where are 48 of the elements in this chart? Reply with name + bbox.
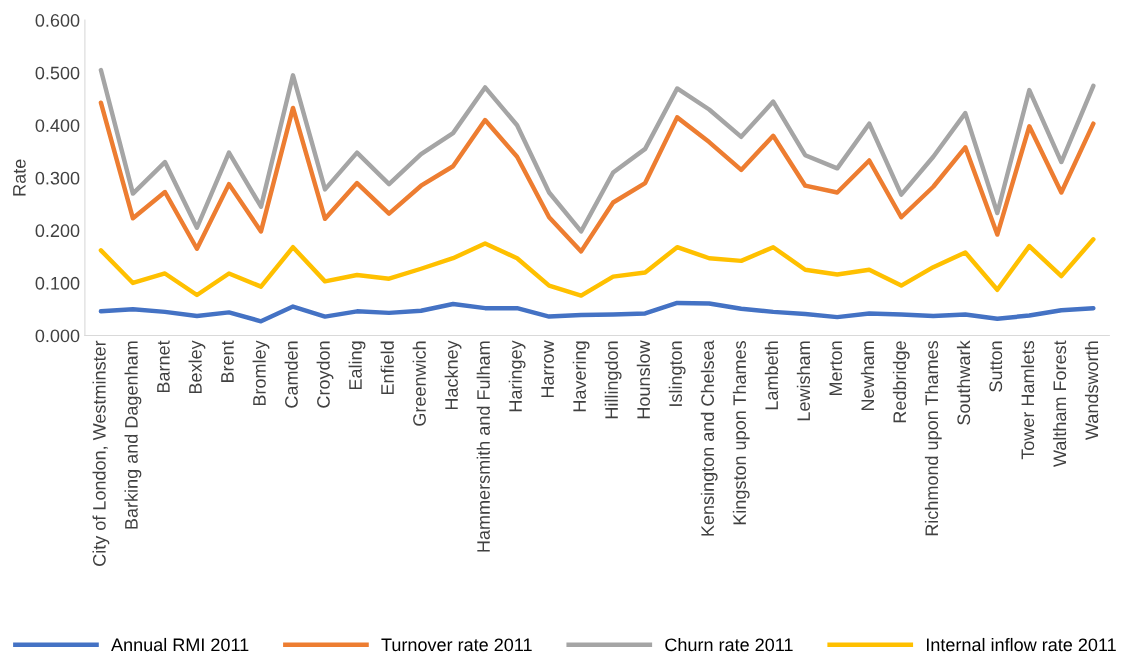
x-tick-label: Camden [284,341,298,408]
x-tick-label: Hounslow [636,340,650,419]
x-tick-label: Bexley [188,340,206,394]
x-tick-label: Ealing [348,341,366,390]
x-tick-label: Haringey [508,340,526,412]
legend-label: Internal inflow rate 2011 [926,637,1116,652]
x-tick-label: Lewisham [796,341,811,421]
y-tick-label: 0.100 [35,276,80,290]
x-tick-label: Redbridge [892,341,910,423]
x-tick-label: City of London, Westminster [92,340,110,566]
line-series [98,67,1096,234]
legend-label: Turnover rate 2011 [381,638,532,652]
x-tick-label: Southwark [956,340,971,425]
x-tick-label: Havering [572,341,590,412]
x-tick-label: Barnet [157,340,170,393]
x-tick-label: Waltham Forest [1052,340,1067,468]
x-tick-label: Harrow [541,340,554,398]
x-tick-label: Brent [221,340,234,383]
x-tick-label: Kingston upon Thames [732,341,750,525]
x-tick-label: Croydon [316,341,334,408]
x-tick-label: Richmond upon Thames [924,341,942,536]
y-axis-title: Rate [13,159,26,196]
x-tick-label: Lambeth [764,341,779,410]
x-tick-label: Hillingdon [604,341,622,419]
x-tick-label: Tower Hamlets [1020,341,1035,460]
y-tick-label: 0.600 [35,14,80,27]
line-series [98,100,1096,254]
x-tick-label: Hackney [444,340,462,410]
x-tick-label: Enfield [380,341,394,395]
x-tick-label: Wandsworth [1084,341,1099,440]
y-tick-label: 0.200 [35,224,80,238]
x-tick-label: Merton [829,341,843,396]
y-tick-label: 0.000 [35,329,80,343]
line-series [98,237,1096,298]
y-tick-label: 0.400 [35,119,80,132]
x-tick-label: Bromley [252,340,270,406]
x-tick-label: Sutton [989,341,1003,392]
x-tick-label: Hammersmith and Fulham [476,341,490,552]
line-series [98,300,1096,324]
x-tick-label: Newham [860,341,875,411]
x-tick-label: Barking and Dagenham [124,341,142,529]
legend-label: Churn rate 2011 [665,637,793,652]
y-tick-label: 0.500 [35,66,80,80]
x-tick-label: Islington [668,341,686,406]
y-tick-label: 0.300 [35,171,80,185]
x-tick-label: Kensington and Chelsea [700,340,718,536]
x-tick-label: Greenwich [412,341,426,426]
legend-label: Annual RMI 2011 [111,637,249,652]
